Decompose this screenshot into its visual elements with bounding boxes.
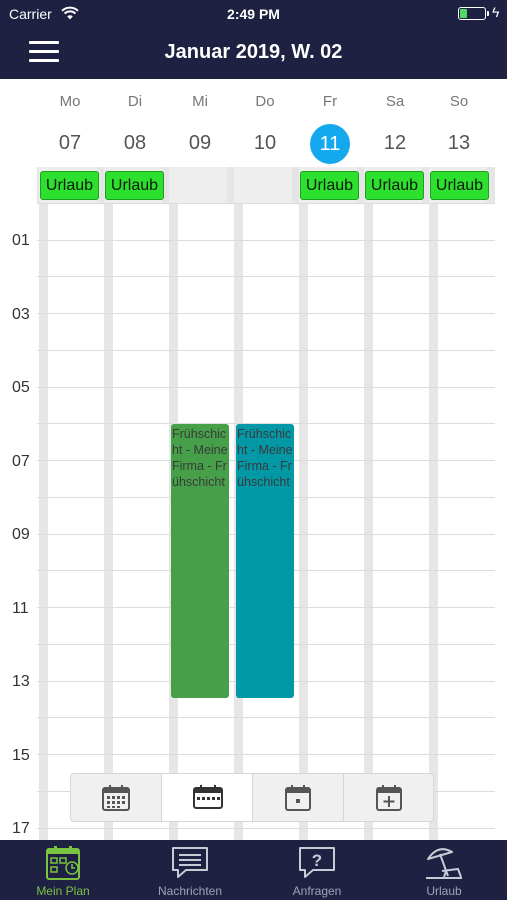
all-day-cell[interactable]	[234, 167, 292, 203]
hour-label: 17	[12, 820, 30, 837]
column-separator	[104, 203, 113, 840]
tab-label: Urlaub	[426, 884, 462, 898]
column-separator	[429, 203, 438, 840]
hour-line	[37, 828, 495, 829]
tab-anfragen[interactable]: ? Anfragen	[254, 840, 380, 900]
hour-line	[37, 387, 495, 388]
tab-label: Anfragen	[292, 884, 342, 898]
hour-label: 15	[12, 747, 30, 764]
battery-icon	[458, 7, 489, 20]
column-separator	[364, 203, 373, 840]
day-name-di: Di	[127, 93, 143, 110]
day-number-sa[interactable]: 12	[383, 132, 407, 154]
week-day-header: Mo Di Mi Do Fr Sa So 07 08 09 10 11 12 1…	[0, 79, 507, 167]
tab-nachrichten[interactable]: Nachrichten	[127, 840, 253, 900]
urlaub-event-di[interactable]: Urlaub	[105, 171, 164, 200]
bottom-tab-bar: Mein Plan Nachrichten ? Anfragen	[0, 840, 507, 900]
day-calendar-icon	[285, 785, 311, 811]
all-day-cell[interactable]	[169, 167, 227, 203]
day-number-di[interactable]: 08	[123, 132, 147, 154]
hour-line	[37, 754, 495, 755]
page-title: Januar 2019, W. 02	[164, 41, 343, 63]
hour-line	[37, 717, 495, 718]
hamburger-menu-button[interactable]	[29, 41, 59, 63]
add-calendar-icon	[376, 785, 402, 811]
urlaub-event-so[interactable]: Urlaub	[430, 171, 489, 200]
day-name-fr: Fr	[322, 93, 338, 110]
hour-label: 05	[12, 379, 30, 396]
week-calendar-icon	[193, 785, 223, 809]
hour-line	[37, 313, 495, 314]
hour-line	[37, 240, 495, 241]
hour-label: 09	[12, 526, 30, 543]
column-separator	[39, 203, 48, 840]
carrier-label: Carrier	[9, 6, 52, 22]
shift-event-do[interactable]: Frühschicht - Meine Firma - Frühschicht	[236, 424, 294, 698]
hour-label: 11	[12, 600, 29, 617]
day-number-today[interactable]: 11	[310, 124, 350, 164]
tab-label: Mein Plan	[36, 884, 90, 898]
beach-icon	[426, 848, 462, 879]
day-name-mi: Mi	[192, 93, 208, 110]
day-number-so[interactable]: 13	[447, 132, 471, 154]
view-switcher	[70, 773, 434, 822]
urlaub-event-fr[interactable]: Urlaub	[300, 171, 359, 200]
day-view-button[interactable]	[253, 774, 344, 821]
urlaub-event-sa[interactable]: Urlaub	[365, 171, 424, 200]
day-name-so: So	[449, 93, 469, 110]
plan-icon	[46, 846, 80, 880]
tab-mein-plan[interactable]: Mein Plan	[0, 840, 126, 900]
add-entry-button[interactable]	[344, 774, 435, 821]
hour-label: 13	[12, 673, 30, 690]
day-number-mi[interactable]: 09	[188, 132, 212, 154]
column-separator	[299, 203, 308, 840]
tab-label: Nachrichten	[157, 884, 223, 898]
wifi-icon	[61, 6, 79, 20]
day-number-do[interactable]: 10	[253, 132, 277, 154]
all-day-row: Urlaub Urlaub Urlaub Urlaub Urlaub	[37, 167, 495, 203]
tab-urlaub[interactable]: Urlaub	[381, 840, 507, 900]
hour-label: 07	[12, 453, 30, 470]
hour-line	[37, 350, 495, 351]
hour-line	[37, 423, 495, 424]
hour-grid[interactable]: 01 03 05 07 09 11 13 15 17 Frühschicht -…	[0, 203, 507, 840]
question-icon: ?	[299, 847, 335, 878]
status-bar: Carrier 2:49 PM ϟ	[0, 0, 507, 28]
hour-label: 03	[12, 306, 30, 323]
svg-text:?: ?	[312, 851, 322, 870]
shift-event-mi[interactable]: Frühschicht - Meine Firma - Frühschicht	[171, 424, 229, 698]
week-view-button[interactable]	[162, 774, 253, 821]
month-view-button[interactable]	[71, 774, 162, 821]
navigation-header: Carrier 2:49 PM ϟ Januar 2019, W. 02	[0, 0, 507, 79]
hour-label: 01	[12, 232, 30, 249]
month-calendar-icon	[102, 785, 130, 811]
urlaub-event-mo[interactable]: Urlaub	[40, 171, 99, 200]
day-name-mo: Mo	[59, 93, 81, 110]
charging-icon: ϟ	[492, 4, 500, 20]
hour-line	[37, 203, 495, 204]
day-name-do: Do	[255, 93, 275, 110]
message-icon	[172, 847, 208, 878]
day-number-mo[interactable]: 07	[58, 132, 82, 154]
status-time: 2:49 PM	[227, 6, 280, 22]
day-name-sa: Sa	[385, 93, 405, 110]
hour-line	[37, 276, 495, 277]
